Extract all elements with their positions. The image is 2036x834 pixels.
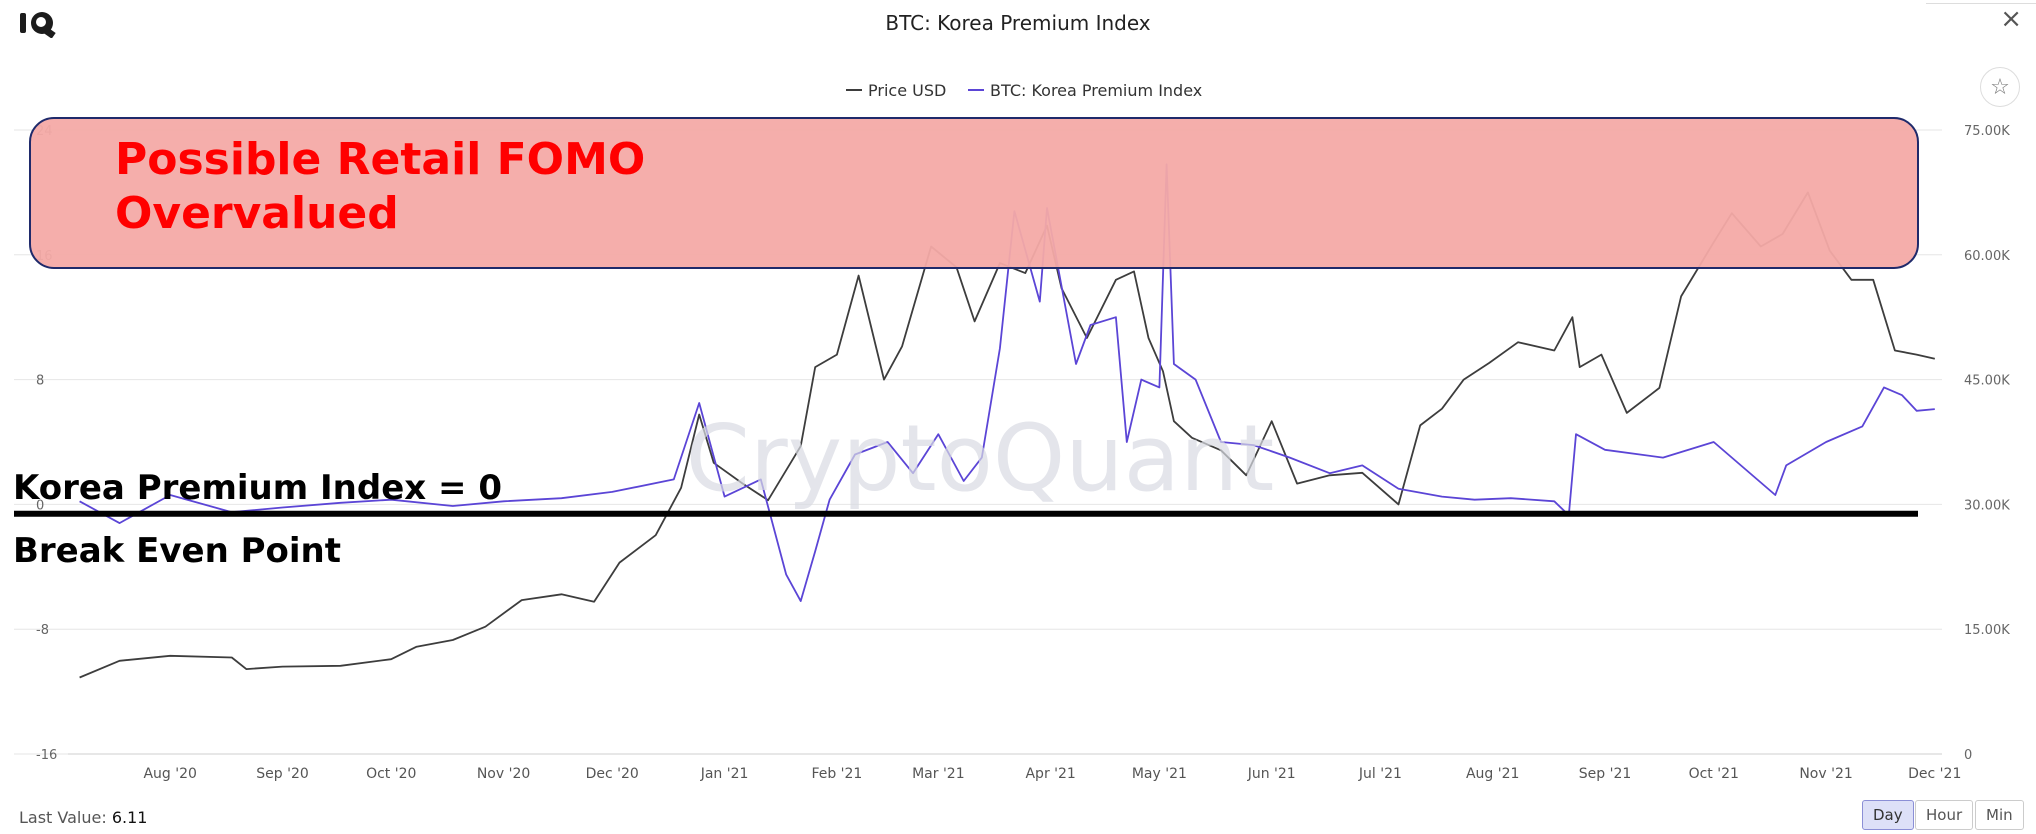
right-tick-label: 30.00K [1964,498,2010,513]
break-even-sublabel: Break Even Point [13,531,341,571]
granularity-day-button[interactable]: Day [1862,800,1914,830]
x-tick-label: Feb '21 [811,766,862,782]
x-tick-label: Oct '20 [366,766,416,782]
right-tick-label: 15.00K [1964,623,2010,638]
star-icon: ☆ [1990,74,2010,100]
x-tick-label: Apr '21 [1025,766,1075,782]
break-even-label: Korea Premium Index = 0 [13,468,502,508]
left-tick-label: -8 [36,623,49,638]
page-title: BTC: Korea Premium Index [885,11,1151,35]
price-usd-line [79,191,1936,679]
x-tick-label: Mar '21 [912,766,965,782]
legend-price-label[interactable]: Price USD [868,81,946,100]
left-tick-label: -16 [36,748,57,763]
right-tick-label: 0 [1964,748,1972,763]
x-tick-label: Sep '20 [256,766,309,782]
legend-premium-label[interactable]: BTC: Korea Premium Index [990,81,1202,100]
fomo-zone-label-line1: Possible Retail FOMO [115,134,645,185]
right-tick-label: 75.00K [1964,124,2010,139]
top-right-divider [1926,0,2036,4]
fomo-zone-box [29,117,1919,269]
korea-premium-line [79,163,1935,602]
cryptoquant-logo-icon[interactable] [18,10,58,39]
x-tick-label: Jan '21 [700,766,749,782]
x-tick-label: Oct '21 [1689,766,1739,782]
last-value-number: 6.11 [111,808,148,827]
right-axis: 0 15.00K 30.00K 45.00K 60.00K 75.00K [1964,124,2010,763]
granularity-hour-button[interactable]: Hour [1915,800,1974,830]
last-value-label: Last Value: [19,808,107,827]
x-tick-label: Aug '20 [143,766,196,782]
left-tick-label: 0 [36,498,44,513]
right-tick-label: 60.00K [1964,249,2010,264]
x-tick-label: Aug '21 [1466,766,1519,782]
watermark: CryptoQuant [686,405,1275,512]
x-tick-label: Jun '21 [1247,766,1296,782]
x-tick-label: Nov '20 [477,766,530,782]
fomo-zone: Possible Retail FOMO Overvalued [29,117,1919,269]
favorite-star-button[interactable]: ☆ [1980,67,2020,107]
x-tick-label: May '21 [1132,766,1187,782]
x-tick-label: Sep '21 [1579,766,1632,782]
fomo-zone-label-line2: Overvalued [115,188,399,239]
close-icon[interactable]: × [2000,4,2022,34]
x-tick-label: Jul '21 [1358,766,1402,782]
x-axis: Aug '20 Sep '20 Oct '20 Nov '20 Dec '20 Jan '… [68,753,1961,782]
last-value: Last Value: 6.11 [19,808,147,827]
left-tick-label: 8 [36,374,44,389]
series-layer [79,163,1936,679]
right-tick-label: 45.00K [1964,374,2010,389]
x-tick-label: Dec '20 [586,766,639,782]
x-tick-label: Nov '21 [1799,766,1852,782]
granularity-min-button[interactable]: Min [1975,800,2024,830]
x-tick-label: Dec '21 [1908,766,1961,782]
legend: Price USD BTC: Korea Premium Index [846,81,1202,100]
